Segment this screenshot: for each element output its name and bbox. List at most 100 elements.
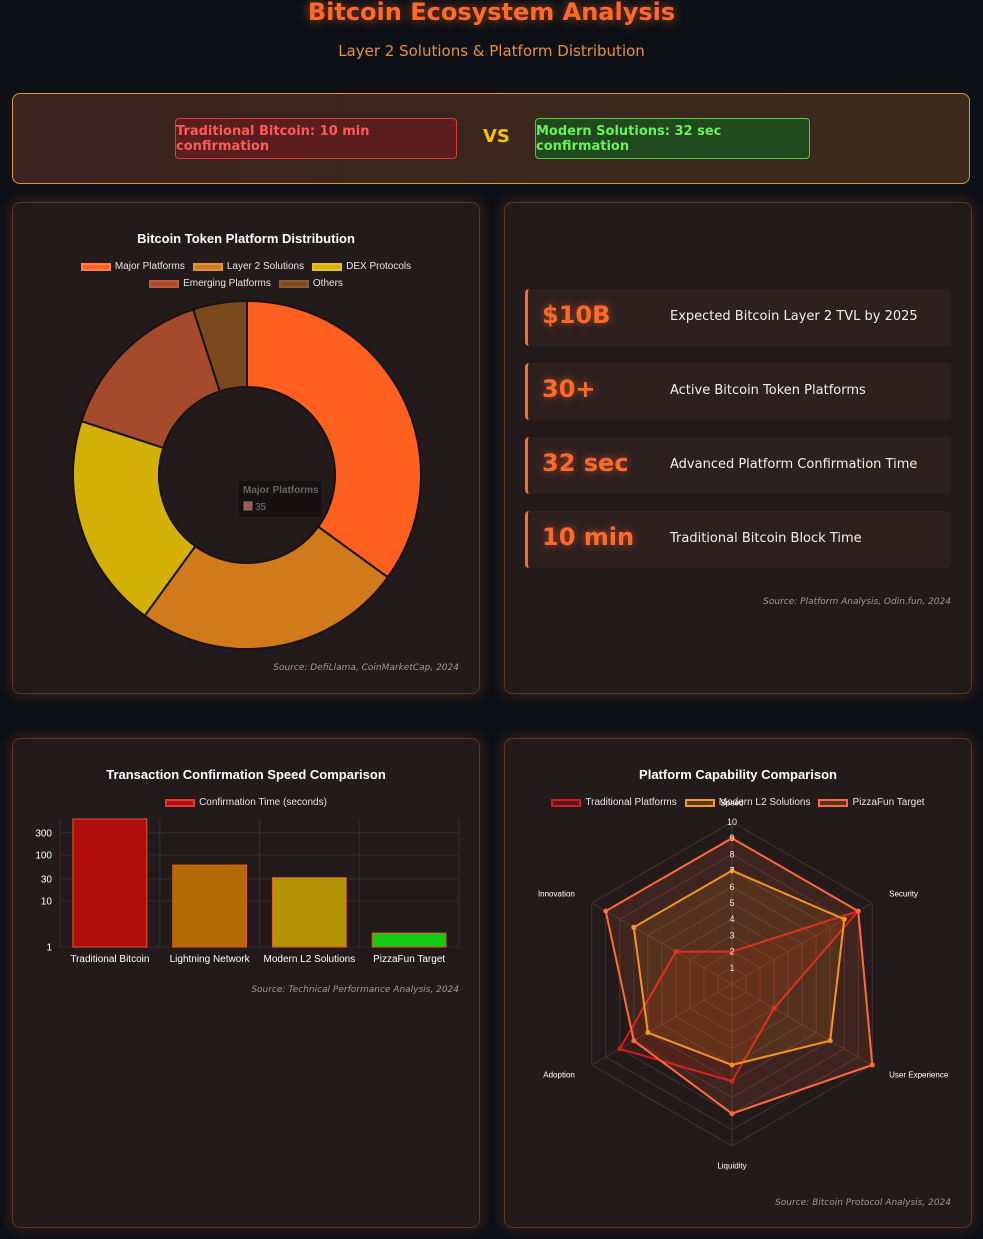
radar-point-pizzafun-target <box>631 1038 637 1044</box>
radar-point-modern-l2-solutions <box>827 1038 833 1044</box>
distribution-legend-row-1: Major Platforms Layer 2 Solutions DEX Pr… <box>13 261 479 272</box>
bar-y-tick-label: 10 <box>41 896 53 907</box>
bar-y-tick-label: 30 <box>41 874 53 885</box>
legend-label-others: Others <box>312 278 343 289</box>
capability-radar-chart: Speed Security User Experience Liquidity Ado… <box>538 799 949 1171</box>
legend-swatch-modern-l2 <box>684 798 715 807</box>
donut-slice-major-platforms <box>246 299 422 579</box>
comparison-banner: Traditional Bitcoin: 10 min confirmation… <box>12 93 970 184</box>
legend-item-layer2[interactable]: Layer 2 Solutions <box>192 261 304 272</box>
radar-spoke <box>591 983 733 1066</box>
radar-spoke <box>731 902 873 985</box>
donut-tooltip: Major Platforms 35 <box>239 481 321 517</box>
bar-lightning-network <box>172 864 248 948</box>
stat-tvl-value: $10B <box>542 301 611 329</box>
donut-slice-layer-2-solutions <box>143 525 390 650</box>
stat-advanced-time: 32 sec Advanced Platform Confirmation Ti… <box>525 437 951 494</box>
stat-platforms: 30+ Active Bitcoin Token Platforms <box>525 363 951 420</box>
radar-r-tick-label: 2 <box>729 947 734 957</box>
legend-swatch-major <box>80 262 111 271</box>
radar-axis-label-liquidity: Liquidity <box>717 1161 746 1170</box>
radar-axis-label-adoption: Adoption <box>543 1071 575 1080</box>
radar-point-traditional-platforms <box>771 1005 777 1011</box>
legend-label-dex: DEX Protocols <box>346 261 412 272</box>
distribution-card: Bitcoin Token Platform Distribution Majo… <box>12 202 480 694</box>
capability-card: Platform Capability Comparison Tradition… <box>504 738 972 1228</box>
stats-source: Source: Platform Analysis, Odin.fun, 202… <box>763 597 951 607</box>
capability-source: Source: Bitcoin Protocol Analysis, 2024 <box>775 1198 951 1208</box>
legend-swatch-confirmation-time <box>165 798 196 807</box>
donut-slice-others <box>191 299 248 393</box>
legend-label-emerging: Emerging Platforms <box>183 278 271 289</box>
legend-item-major[interactable]: Major Platforms <box>80 261 185 272</box>
radar-axis-label-security: Security <box>889 889 918 898</box>
speed-card: Transaction Confirmation Speed Compariso… <box>12 738 480 1228</box>
distribution-source: Source: DefiLlama, CoinMarketCap, 2024 <box>273 663 459 673</box>
radar-point-pizzafun-target <box>855 908 861 914</box>
speed-bar-chart: 1 10 30 100 300 Traditional Bitcoin Lightning … <box>35 818 460 965</box>
radar-r-tick-label: 7 <box>729 866 734 876</box>
bar-traditional-bitcoin <box>72 818 148 948</box>
bar-x-tick-label: Modern L2 Solutions <box>264 954 356 965</box>
legend-label-modern-l2: Modern L2 Solutions <box>718 797 811 808</box>
radar-r-tick-label: 5 <box>729 898 734 908</box>
legend-swatch-layer2 <box>192 262 223 271</box>
radar-point-traditional-platforms <box>729 949 735 955</box>
radar-axis-label-innovation: Innovation <box>538 889 575 898</box>
page-subtitle: Layer 2 Solutions & Platform Distributio… <box>338 42 645 60</box>
legend-swatch-dex <box>312 262 343 271</box>
radar-spoke <box>731 983 873 1066</box>
bar-y-tick-label: 1 <box>46 943 52 954</box>
stat-block-time-value: 10 min <box>542 523 635 551</box>
radar-point-modern-l2-solutions <box>841 916 847 922</box>
stat-platforms-value: 30+ <box>542 375 596 403</box>
speed-chart-title: Transaction Confirmation Speed Compariso… <box>106 767 386 782</box>
legend-item-others[interactable]: Others <box>278 278 343 289</box>
radar-point-modern-l2-solutions <box>645 1030 651 1036</box>
radar-point-modern-l2-solutions <box>729 868 735 874</box>
radar-point-pizzafun-target <box>729 835 735 841</box>
radar-r-tick-label: 4 <box>729 914 734 924</box>
radar-axis-label-speed: Speed <box>720 799 743 808</box>
stat-tvl-label: Expected Bitcoin Layer 2 TVL by 2025 <box>670 309 918 324</box>
legend-item-modern-l2[interactable]: Modern L2 Solutions <box>684 797 811 808</box>
legend-item-dex[interactable]: DEX Protocols <box>312 261 411 272</box>
bar-x-tick-label: PizzaFun Target <box>373 954 445 965</box>
bar-x-tick-label: Lightning Network <box>170 954 251 965</box>
stat-platforms-label: Active Bitcoin Token Platforms <box>670 383 866 398</box>
radar-r-tick-label: 6 <box>729 882 734 892</box>
stats-card: $10B Expected Bitcoin Layer 2 TVL by 202… <box>504 202 972 694</box>
tooltip-box <box>239 481 321 517</box>
vs-label: VS <box>483 126 510 147</box>
bar-modern-l2-solutions <box>271 877 347 948</box>
speed-legend: Confirmation Time (seconds) <box>13 797 479 808</box>
page-title: Bitcoin Ecosystem Analysis <box>307 0 676 26</box>
radar-point-modern-l2-solutions <box>729 1062 735 1068</box>
legend-label-pizzafun: PizzaFun Target <box>852 797 925 808</box>
radar-r-tick-label: 1 <box>729 963 734 973</box>
bar-pizzafun-target <box>371 932 447 948</box>
radar-spoke <box>591 902 733 985</box>
legend-swatch-others <box>278 279 309 288</box>
distribution-legend-row-2: Emerging Platforms Others <box>13 278 479 289</box>
bar-x-tick-label: Traditional Bitcoin <box>70 954 149 965</box>
radar-point-traditional-platforms <box>673 949 679 955</box>
legend-item-traditional[interactable]: Traditional Platforms <box>551 797 677 808</box>
radar-axis-label-user-experience: User Experience <box>889 1071 949 1080</box>
capability-chart-title: Platform Capability Comparison <box>639 767 837 782</box>
radar-r-tick-label: 9 <box>729 833 734 843</box>
modern-confirmation-badge: Modern Solutions: 32 sec confirmation <box>535 118 810 159</box>
stat-advanced-time-label: Advanced Platform Confirmation Time <box>670 457 918 472</box>
legend-item-confirmation-time[interactable]: Confirmation Time (seconds) <box>165 797 327 808</box>
tooltip-title: Major Platforms <box>243 485 319 496</box>
legend-label-confirmation-time: Confirmation Time (seconds) <box>199 797 327 808</box>
traditional-confirmation-badge: Traditional Bitcoin: 10 min confirmation <box>175 118 457 159</box>
radar-point-traditional-platforms <box>617 1046 623 1052</box>
tooltip-swatch <box>243 501 253 511</box>
legend-item-emerging[interactable]: Emerging Platforms <box>149 278 271 289</box>
tooltip-value: 35 <box>255 502 267 513</box>
stat-block-time: 10 min Traditional Bitcoin Block Time <box>525 511 951 568</box>
radar-point-pizzafun-target <box>603 908 609 914</box>
legend-item-pizzafun[interactable]: PizzaFun Target <box>818 797 925 808</box>
donut-slice-dex-protocols <box>72 419 197 618</box>
